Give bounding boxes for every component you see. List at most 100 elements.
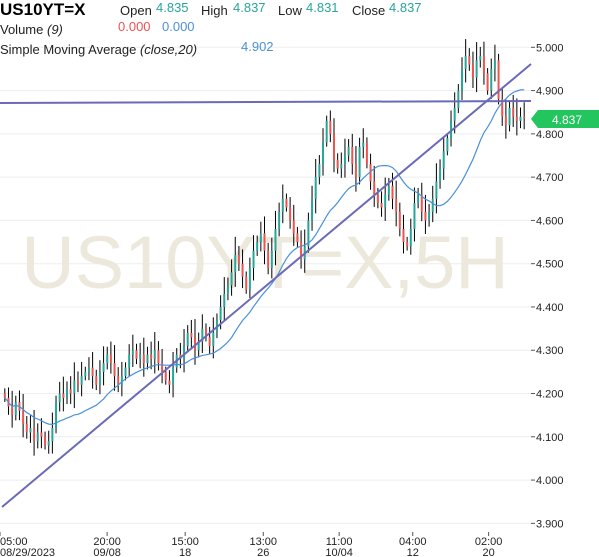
- candle: [109, 341, 112, 374]
- candle-body: [384, 194, 387, 208]
- candle-body: [281, 198, 284, 212]
- candle-body: [168, 380, 171, 385]
- candle: [420, 182, 423, 222]
- candle: [14, 395, 17, 421]
- x-tick-label-date: 26: [257, 547, 269, 557]
- candle-body: [14, 402, 17, 416]
- x-tick-label-date: 18: [179, 547, 191, 557]
- candle: [395, 180, 398, 227]
- candle: [501, 87, 504, 126]
- candle: [468, 48, 471, 71]
- x-tick-label-date: 20: [483, 547, 495, 557]
- candle: [373, 165, 376, 207]
- candle: [201, 314, 204, 354]
- candle: [248, 257, 251, 298]
- candle-body: [150, 354, 153, 359]
- candle-body: [501, 99, 504, 117]
- candle-body: [91, 367, 94, 377]
- candle-body: [336, 159, 339, 169]
- candle: [190, 319, 193, 348]
- candle: [289, 197, 292, 229]
- candle: [457, 84, 460, 114]
- candle: [512, 94, 515, 127]
- candle-body: [424, 211, 427, 221]
- candle-body: [354, 164, 357, 178]
- close-value: 4.837: [389, 0, 422, 15]
- x-tick-label-time: 05:00: [0, 536, 28, 548]
- candle: [113, 345, 116, 391]
- candle: [490, 58, 493, 99]
- grid: [0, 46, 531, 524]
- trendline-horizontal[interactable]: [0, 100, 532, 104]
- candle: [358, 137, 361, 185]
- candle: [442, 136, 445, 180]
- trendline-rising[interactable]: [1, 63, 532, 508]
- candle-body: [413, 203, 416, 230]
- candle: [322, 128, 325, 176]
- candle-body: [292, 220, 295, 234]
- candle-body: [87, 367, 90, 372]
- candle: [117, 367, 120, 393]
- candle-body: [314, 177, 317, 199]
- volume-value-1: 0.000: [118, 19, 151, 34]
- candle: [417, 187, 420, 209]
- candle-body: [237, 255, 240, 264]
- candle-body: [190, 332, 193, 338]
- candle-body: [358, 146, 361, 178]
- x-tick-label-date: 09/08: [93, 547, 121, 557]
- candle: [25, 416, 28, 439]
- candle: [230, 259, 233, 296]
- candle-body: [245, 276, 248, 290]
- candle-body: [139, 354, 142, 359]
- candle: [519, 107, 522, 129]
- candle-body: [322, 142, 325, 165]
- candle-body: [347, 146, 350, 156]
- candle-body: [479, 55, 482, 61]
- candle-body: [486, 73, 489, 91]
- candle-body: [300, 242, 303, 260]
- candle: [146, 346, 149, 370]
- candle-body: [212, 332, 215, 346]
- candle: [292, 204, 295, 246]
- candle: [340, 152, 343, 178]
- candle: [406, 236, 409, 251]
- candle-body: [208, 337, 211, 346]
- candle: [135, 343, 138, 365]
- candle-body: [402, 229, 405, 243]
- candle-body: [325, 120, 328, 143]
- open-label: Open: [120, 3, 152, 18]
- candle-body: [512, 107, 515, 117]
- candle-body: [106, 354, 109, 364]
- candle-body: [120, 376, 123, 385]
- candle-body: [450, 120, 453, 139]
- candle: [380, 191, 383, 217]
- volume-label: Volume (9): [0, 22, 63, 37]
- candle: [87, 357, 90, 381]
- candle-body: [406, 242, 409, 247]
- candle: [98, 360, 101, 395]
- candle: [256, 235, 259, 256]
- candle: [204, 323, 207, 342]
- candle-body: [391, 185, 394, 199]
- candle-body: [84, 371, 87, 377]
- candle-body: [278, 211, 281, 230]
- candle-body: [365, 142, 368, 165]
- candle: [267, 242, 270, 275]
- candle: [84, 366, 87, 381]
- candle: [311, 185, 314, 231]
- candle-body: [241, 263, 244, 277]
- candle: [471, 51, 474, 88]
- candle: [460, 57, 464, 100]
- x-tick-label-time: 13:00: [250, 536, 278, 548]
- candle-body: [230, 272, 233, 286]
- candle: [464, 39, 467, 83]
- candle: [197, 332, 200, 358]
- candle: [69, 376, 72, 404]
- x-tick-label-date: 12: [407, 547, 419, 557]
- candle-body: [223, 293, 226, 307]
- candle-body: [497, 60, 500, 100]
- candle-body: [201, 328, 204, 342]
- candle: [18, 390, 21, 421]
- candle: [314, 158, 317, 214]
